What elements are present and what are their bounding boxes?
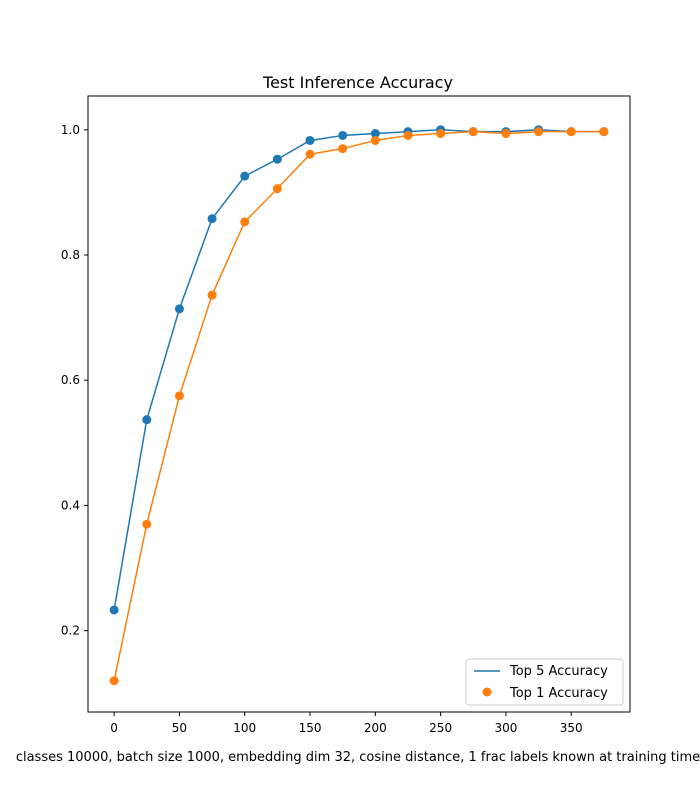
data-point-top5: [109, 605, 119, 615]
legend-swatch-marker: [482, 687, 492, 697]
y-tick-label: 0.8: [61, 248, 80, 262]
data-point-top5: [207, 214, 217, 224]
data-point-top1: [403, 130, 413, 140]
x-tick-label: 100: [233, 721, 256, 735]
legend-box: [465, 658, 624, 706]
data-point-top1: [501, 129, 511, 139]
x-tick-label: 300: [494, 721, 517, 735]
data-point-top1: [240, 217, 250, 227]
data-point-top1: [109, 676, 119, 686]
data-point-top1: [338, 144, 348, 154]
x-tick-label: 50: [172, 721, 187, 735]
legend-label-top5: Top 5 Accuracy: [509, 664, 608, 679]
data-point-top1: [534, 127, 544, 137]
data-point-top5: [272, 154, 282, 164]
y-tick-label: 0.2: [61, 624, 80, 638]
data-point-top1: [599, 127, 609, 137]
data-point-top5: [142, 415, 152, 425]
plot-frame: [87, 95, 631, 713]
data-point-top5: [240, 171, 250, 181]
data-point-top1: [305, 149, 315, 159]
legend-label-top1: Top 1 Accuracy: [509, 686, 608, 701]
data-point-top1: [370, 135, 380, 145]
y-tick-label: 0.6: [61, 373, 80, 387]
legend: Top 5 Accuracy Top 1 Accuracy: [465, 658, 624, 706]
data-point-top1: [468, 127, 478, 137]
x-axis-label: classes 10000, batch size 1000, embeddin…: [16, 750, 700, 765]
data-point-top5: [338, 130, 348, 140]
data-point-top1: [566, 127, 576, 137]
data-point-top5: [174, 304, 184, 314]
data-point-top1: [207, 290, 217, 300]
x-tick-label: 150: [299, 721, 322, 735]
x-tick-label: 0: [110, 721, 118, 735]
x-tick-label: 200: [364, 721, 387, 735]
x-tick-label: 250: [429, 721, 452, 735]
data-point-top1: [142, 519, 152, 529]
y-tick-label: 1.0: [61, 123, 80, 137]
data-point-top1: [272, 184, 282, 194]
plot-area: 0 50 100 150 200 250 300 350 0.2 0.4 0.6 0.8 1.0 Top …: [61, 95, 631, 735]
data-point-top1: [174, 391, 184, 401]
series-line-top1: [113, 130, 604, 681]
chart-title: Test Inference Accuracy: [262, 73, 453, 92]
data-point-top5: [370, 129, 380, 139]
data-point-top5: [305, 135, 315, 145]
x-tick-label: 350: [560, 721, 583, 735]
series-line-top5: [113, 129, 604, 611]
y-tick-label: 0.4: [61, 498, 80, 512]
data-point-top1: [436, 129, 446, 139]
